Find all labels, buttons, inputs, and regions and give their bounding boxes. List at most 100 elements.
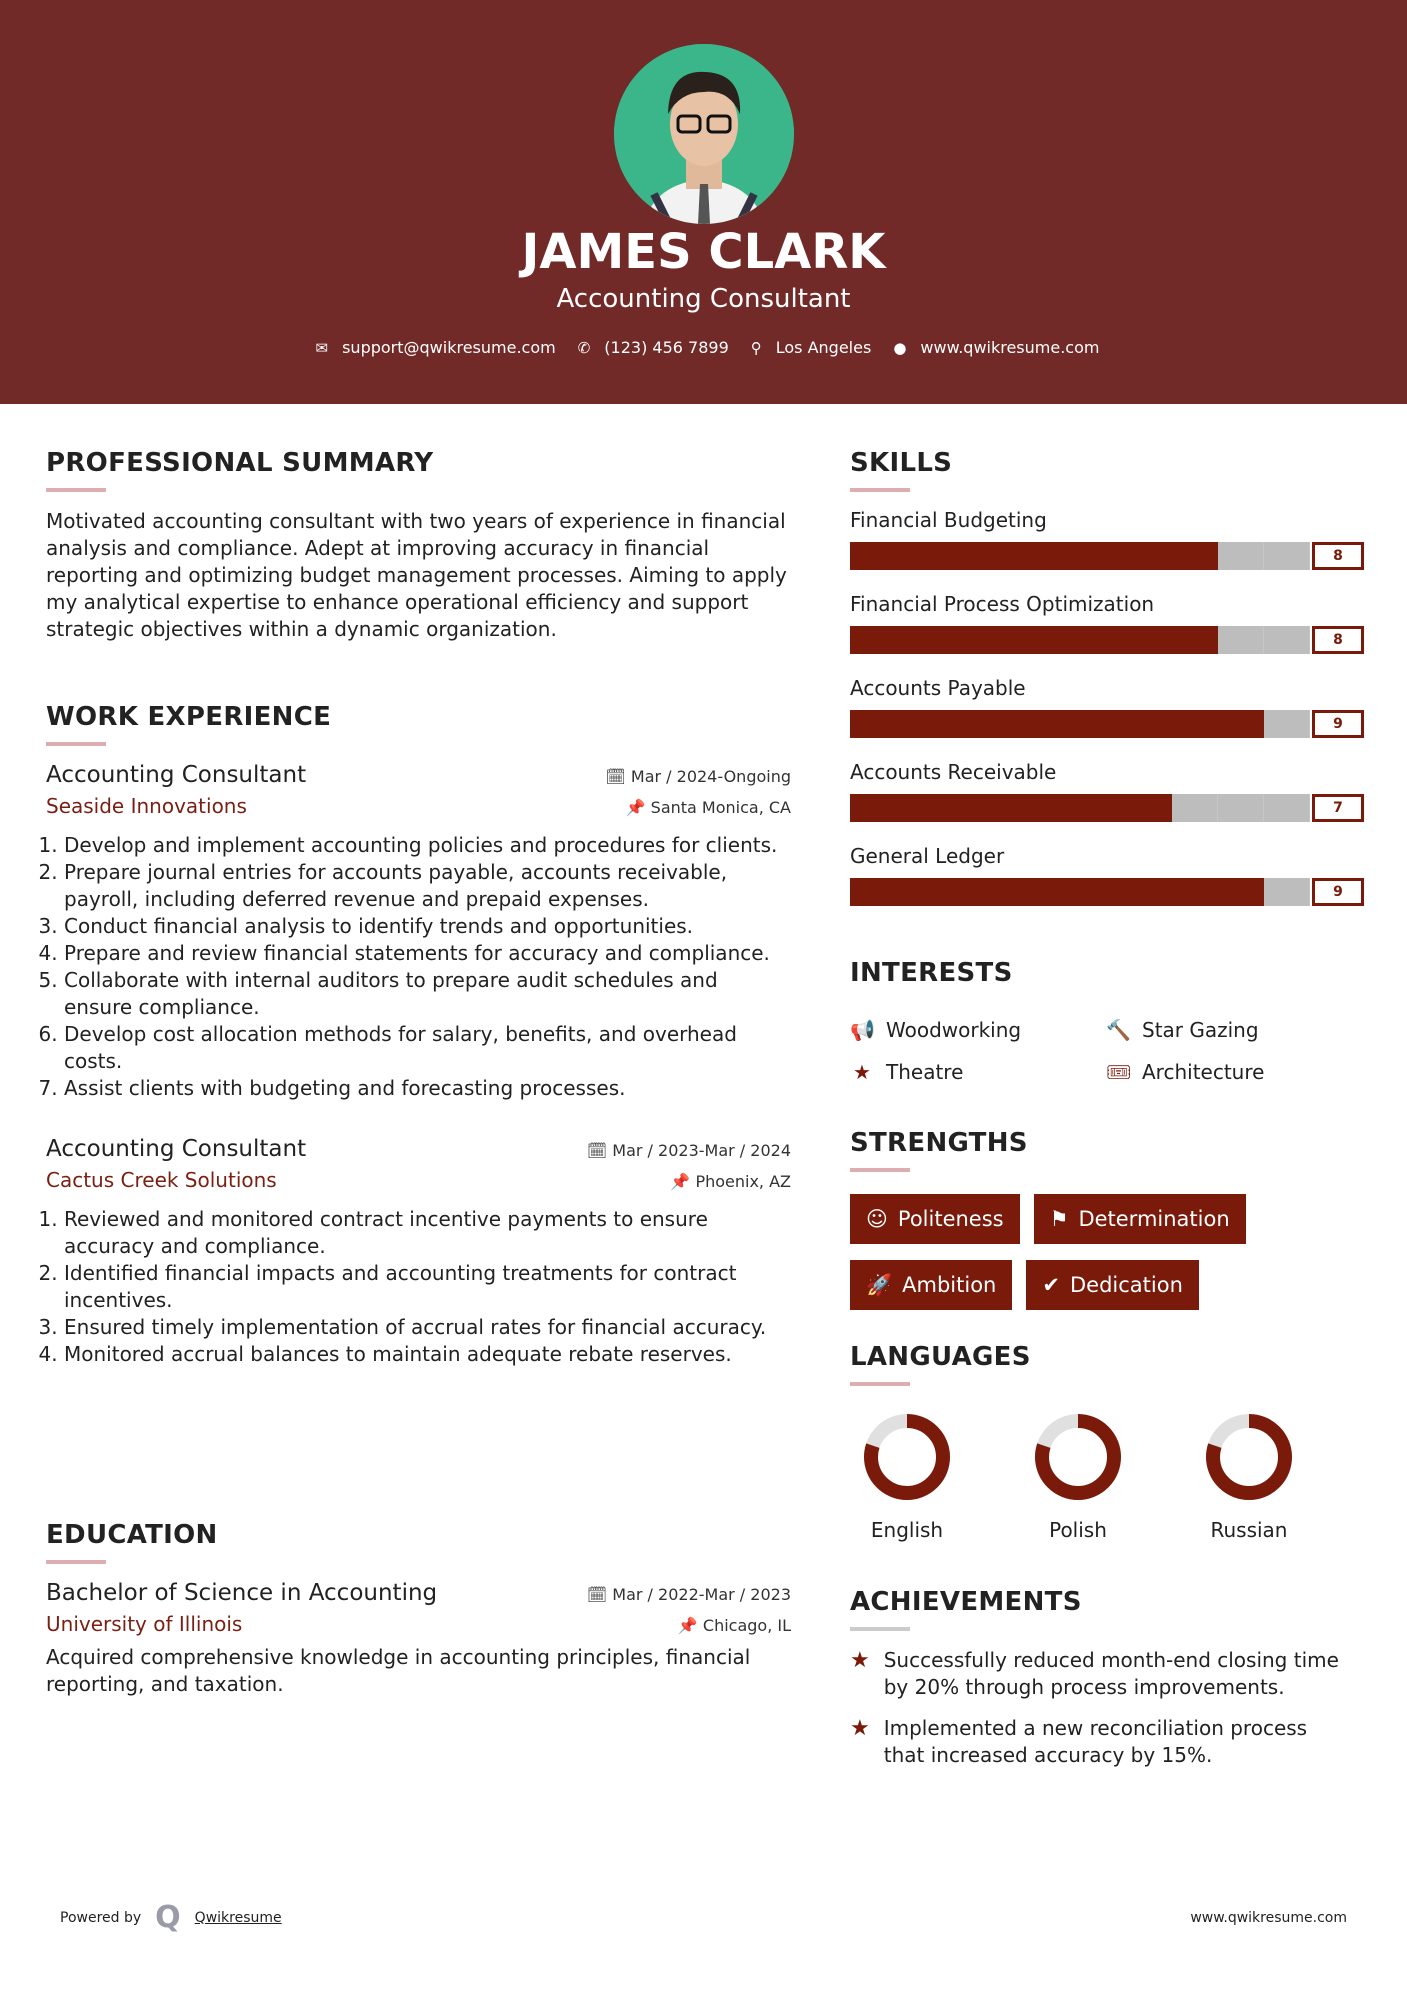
languages-section: LANGUAGES English Polish Russian — [850, 1342, 1365, 1542]
contact-list: ✉ support@qwikresume.com ✆ (123) 456 7899 … — [0, 338, 1407, 357]
language-name: English — [870, 1518, 944, 1542]
qwikresume-link[interactable]: Qwikresume — [194, 1909, 282, 1926]
footer-website[interactable]: www.qwikresume.com — [1190, 1909, 1347, 1926]
heading-underline — [850, 488, 910, 492]
strength-label: Politeness — [897, 1207, 1004, 1231]
section-heading: WORK EXPERIENCE — [46, 702, 332, 732]
contact-email[interactable]: support@qwikresume.com — [342, 338, 556, 357]
job-date: Mar / 2023-Mar / 2024 — [612, 1141, 791, 1160]
bar-segment — [1172, 794, 1218, 822]
donut-fill — [864, 1414, 950, 1500]
pin-icon: 📌 — [670, 1172, 696, 1191]
pin-icon: 📌 — [625, 798, 651, 817]
heading-underline — [46, 742, 106, 746]
edu-description: Acquired comprehensive knowledge in acco… — [46, 1645, 751, 1696]
heading-underline — [46, 488, 106, 492]
skill-bar-fill — [850, 710, 1264, 738]
skill-name: Financial Budgeting — [850, 508, 1047, 532]
job-date: Mar / 2024-Ongoing — [630, 767, 791, 786]
interest-item: ★ Theatre — [850, 1060, 1106, 1084]
star-trophy-icon: ★ — [850, 1716, 870, 1741]
resume-header: JAMES CLARK Accounting Consultant ✉ suppo… — [0, 0, 1407, 404]
degree: Bachelor of Science in Accounting — [46, 1580, 438, 1606]
job-bullets: Reviewed and monitored contract incentiv… — [46, 1206, 791, 1368]
interests-section: INTERESTS 📢 Woodworking 🔨 Star Gazing ★ The… — [850, 958, 1365, 1084]
strength-badge: 🚀 Ambition — [850, 1260, 1013, 1310]
bar-segment — [1264, 794, 1310, 822]
language-item: Polish — [1035, 1414, 1121, 1542]
gavel-icon: 🔨 — [1106, 1018, 1131, 1042]
check-circle-icon: ✔ — [1042, 1273, 1060, 1297]
strength-label: Dedication — [1069, 1273, 1183, 1297]
skill-bar — [850, 878, 1310, 906]
strength-badge: ☺ Politeness — [850, 1194, 1020, 1244]
bullet: Develop and implement accounting policie… — [64, 832, 791, 859]
smile-icon: ☺ — [866, 1207, 888, 1231]
profile-photo — [614, 44, 794, 224]
skill-name: General Ledger — [850, 844, 1005, 868]
flag-icon: ⚑ — [1049, 1207, 1069, 1231]
skill-bar — [850, 626, 1310, 654]
skill-bar-fill — [850, 542, 1218, 570]
bar-segment — [1264, 878, 1310, 906]
job-entry: Accounting Consultant 🗓 Mar / 2023-Mar / … — [46, 1136, 791, 1368]
heading-underline — [46, 1560, 106, 1564]
contact-phone: (123) 456 7899 — [604, 338, 729, 357]
skill-item: General Ledger 9 — [850, 844, 1365, 906]
job-entry: Accounting Consultant 🗓 Mar / 2024-Ongoin… — [46, 762, 791, 1102]
interest-label: Architecture — [1142, 1060, 1265, 1084]
language-item: Russian — [1206, 1414, 1292, 1542]
calendar-icon: 🗓 — [586, 1141, 613, 1160]
bar-segment — [1218, 626, 1264, 654]
bullet: Develop cost allocation methods for sala… — [64, 1021, 791, 1075]
interest-label: Woodworking — [886, 1018, 1022, 1042]
skill-bar — [850, 542, 1310, 570]
contact-website[interactable]: www.qwikresume.com — [920, 338, 1100, 357]
qwikresume-logo-icon: Q — [155, 1900, 181, 1935]
skill-level: 7 — [1312, 794, 1364, 822]
skill-bar — [850, 710, 1310, 738]
strength-badge: ⚑ Determination — [1033, 1194, 1246, 1244]
bullet: Collaborate with internal auditors to pr… — [64, 967, 791, 1021]
skill-name: Accounts Receivable — [850, 760, 1057, 784]
strengths-section: STRENGTHS ☺ Politeness ⚑ Determination 🚀 Am… — [850, 1128, 1365, 1310]
star-icon: ★ — [853, 1060, 871, 1084]
edu-location: Chicago, IL — [702, 1616, 791, 1635]
skill-item: Financial Process Optimization 8 — [850, 592, 1365, 654]
strength-badge: ✔ Dedication — [1026, 1260, 1199, 1310]
phone-icon: ✆ — [577, 338, 591, 357]
heading-underline — [850, 1168, 910, 1172]
job-location: Santa Monica, CA — [650, 798, 791, 817]
map-pin-icon: ⚲ — [750, 338, 762, 357]
skill-item: Financial Budgeting 8 — [850, 508, 1365, 570]
summary-section: PROFESSIONAL SUMMARY Motivated accountin… — [46, 448, 791, 643]
skill-level: 9 — [1312, 710, 1364, 738]
skill-bar-fill — [850, 878, 1264, 906]
calendar-icon: 🗓 — [605, 767, 631, 786]
strength-label: Ambition — [902, 1273, 997, 1297]
job-company: Seaside Innovations — [46, 794, 247, 818]
heading-underline — [850, 1627, 910, 1631]
section-heading: PROFESSIONAL SUMMARY — [46, 448, 434, 478]
skill-level: 8 — [1312, 542, 1364, 570]
star-trophy-icon: ★ — [850, 1648, 870, 1673]
summary-text: Motivated accounting consultant with two… — [46, 509, 787, 641]
interest-item: 📢 Woodworking — [850, 1018, 1106, 1042]
contact-location: Los Angeles — [775, 338, 872, 357]
bullet: Prepare and review financial statements … — [64, 940, 791, 967]
bullet: Ensured timely implementation of accrual… — [64, 1314, 791, 1341]
section-heading: EDUCATION — [46, 1520, 218, 1550]
language-name: Polish — [1049, 1518, 1107, 1542]
edu-date: Mar / 2022-Mar / 2023 — [612, 1585, 791, 1604]
skill-level: 9 — [1312, 878, 1364, 906]
interest-label: Theatre — [886, 1060, 964, 1084]
bar-segment — [1264, 710, 1310, 738]
megaphone-icon: 📢 — [850, 1018, 875, 1042]
job-title: Accounting Consultant — [46, 762, 307, 788]
bar-segment — [1218, 794, 1264, 822]
envelope-icon: ✉ — [315, 338, 329, 357]
pin-icon: 📌 — [677, 1616, 703, 1635]
language-item: English — [864, 1414, 950, 1542]
bullet: Reviewed and monitored contract incentiv… — [64, 1206, 791, 1260]
bullet: Assist clients with budgeting and foreca… — [64, 1075, 791, 1102]
